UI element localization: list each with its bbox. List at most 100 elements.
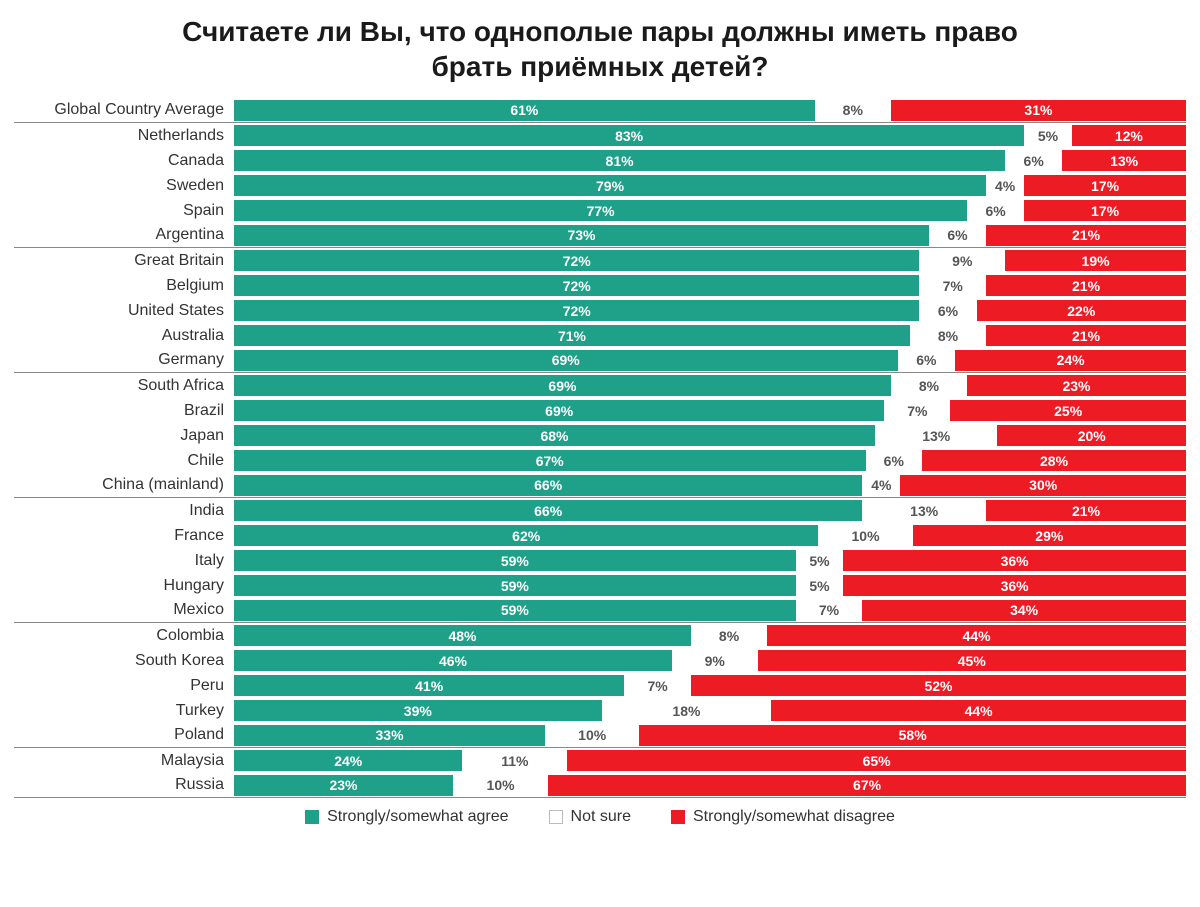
country-label: Netherlands bbox=[14, 127, 234, 145]
bar: 67%6%28% bbox=[234, 450, 1186, 471]
bar: 62%10%29% bbox=[234, 525, 1186, 546]
bar: 48%8%44% bbox=[234, 625, 1186, 646]
bar: 77%6%17% bbox=[234, 200, 1186, 221]
segment-notsure: 5% bbox=[796, 550, 844, 571]
segment-notsure: 9% bbox=[672, 650, 758, 671]
segment-notsure: 7% bbox=[624, 675, 691, 696]
segment-disagree: 23% bbox=[967, 375, 1186, 396]
chart-row: China (mainland)66%4%30% bbox=[14, 473, 1186, 498]
segment-disagree: 30% bbox=[900, 475, 1186, 496]
segment-agree: 71% bbox=[234, 325, 910, 346]
bar: 59%5%36% bbox=[234, 550, 1186, 571]
country-label: Belgium bbox=[14, 277, 234, 295]
chart-row: India66%13%21% bbox=[14, 498, 1186, 523]
chart-row: Poland33%10%58% bbox=[14, 723, 1186, 748]
legend-disagree-label: Strongly/somewhat disagree bbox=[693, 808, 895, 826]
country-label: Colombia bbox=[14, 627, 234, 645]
bar: 73%6%21% bbox=[234, 225, 1186, 246]
segment-agree: 72% bbox=[234, 250, 919, 271]
chart-row: France62%10%29% bbox=[14, 523, 1186, 548]
segment-notsure: 6% bbox=[967, 200, 1024, 221]
legend-notsure: Not sure bbox=[549, 808, 631, 826]
bar: 59%5%36% bbox=[234, 575, 1186, 596]
segment-notsure: 10% bbox=[818, 525, 912, 546]
legend-agree-swatch bbox=[305, 810, 319, 824]
chart-row: Canada81%6%13% bbox=[14, 148, 1186, 173]
bar: 79%4%17% bbox=[234, 175, 1186, 196]
segment-disagree: 17% bbox=[1024, 175, 1186, 196]
segment-notsure: 7% bbox=[919, 275, 986, 296]
segment-disagree: 36% bbox=[843, 550, 1186, 571]
segment-disagree: 12% bbox=[1072, 125, 1186, 146]
country-label: South Korea bbox=[14, 652, 234, 670]
country-label: Italy bbox=[14, 552, 234, 570]
segment-agree: 59% bbox=[234, 575, 796, 596]
chart-row: Argentina73%6%21% bbox=[14, 223, 1186, 248]
segment-agree: 68% bbox=[234, 425, 875, 446]
segment-notsure: 13% bbox=[862, 500, 986, 521]
segment-disagree: 22% bbox=[977, 300, 1186, 321]
bar: 66%13%21% bbox=[234, 500, 1186, 521]
chart-row: Peru41%7%52% bbox=[14, 673, 1186, 698]
chart-row: Italy59%5%36% bbox=[14, 548, 1186, 573]
chart-row: South Africa69%8%23% bbox=[14, 373, 1186, 398]
bar: 69%8%23% bbox=[234, 375, 1186, 396]
country-label: Malaysia bbox=[14, 752, 234, 770]
segment-disagree: 13% bbox=[1062, 150, 1186, 171]
segment-disagree: 34% bbox=[862, 600, 1186, 621]
country-label: Japan bbox=[14, 427, 234, 445]
bar: 61%8%31% bbox=[234, 100, 1186, 121]
chart-row: Belgium72%7%21% bbox=[14, 273, 1186, 298]
legend-agree: Strongly/somewhat agree bbox=[305, 808, 508, 826]
segment-agree: 59% bbox=[234, 600, 796, 621]
legend-disagree-swatch bbox=[671, 810, 685, 824]
chart-row: South Korea46%9%45% bbox=[14, 648, 1186, 673]
chart-row: Colombia48%8%44% bbox=[14, 623, 1186, 648]
bar: 41%7%52% bbox=[234, 675, 1186, 696]
segment-notsure: 8% bbox=[691, 625, 767, 646]
segment-notsure: 4% bbox=[862, 475, 900, 496]
segment-notsure: 7% bbox=[884, 400, 950, 421]
chart-row: Germany69%6%24% bbox=[14, 348, 1186, 373]
bar: 69%7%25% bbox=[234, 400, 1186, 421]
country-label: Spain bbox=[14, 202, 234, 220]
country-label: United States bbox=[14, 302, 234, 320]
segment-notsure: 6% bbox=[919, 300, 976, 321]
segment-agree: 83% bbox=[234, 125, 1024, 146]
segment-notsure: 11% bbox=[462, 750, 567, 771]
country-label: Australia bbox=[14, 327, 234, 345]
segment-agree: 69% bbox=[234, 400, 884, 421]
segment-disagree: 21% bbox=[986, 325, 1186, 346]
segment-agree: 62% bbox=[234, 525, 818, 546]
bar: 39%18%44% bbox=[234, 700, 1186, 721]
country-label: Chile bbox=[14, 452, 234, 470]
bar: 33%10%58% bbox=[234, 725, 1186, 746]
segment-notsure: 8% bbox=[891, 375, 967, 396]
bar: 23%10%67% bbox=[234, 775, 1186, 796]
country-label: Global Country Average bbox=[14, 101, 234, 119]
segment-agree: 69% bbox=[234, 375, 891, 396]
country-label: China (mainland) bbox=[14, 476, 234, 494]
segment-disagree: 65% bbox=[567, 750, 1186, 771]
segment-notsure: 18% bbox=[602, 700, 772, 721]
bar: 83%5%12% bbox=[234, 125, 1186, 146]
country-label: Peru bbox=[14, 677, 234, 695]
segment-disagree: 25% bbox=[950, 400, 1186, 421]
legend-notsure-swatch bbox=[549, 810, 563, 824]
segment-disagree: 67% bbox=[548, 775, 1186, 796]
country-label: South Africa bbox=[14, 377, 234, 395]
country-label: Mexico bbox=[14, 601, 234, 619]
chart-row: Japan68%13%20% bbox=[14, 423, 1186, 448]
chart-row: Brazil69%7%25% bbox=[14, 398, 1186, 423]
bar: 72%9%19% bbox=[234, 250, 1186, 271]
country-label: Russia bbox=[14, 776, 234, 794]
segment-agree: 72% bbox=[234, 275, 919, 296]
segment-notsure: 6% bbox=[898, 350, 956, 371]
segment-disagree: 17% bbox=[1024, 200, 1186, 221]
bar: 71%8%21% bbox=[234, 325, 1186, 346]
segment-agree: 23% bbox=[234, 775, 453, 796]
segment-agree: 41% bbox=[234, 675, 624, 696]
segment-agree: 79% bbox=[234, 175, 986, 196]
chart-row: Sweden79%4%17% bbox=[14, 173, 1186, 198]
segment-agree: 48% bbox=[234, 625, 691, 646]
